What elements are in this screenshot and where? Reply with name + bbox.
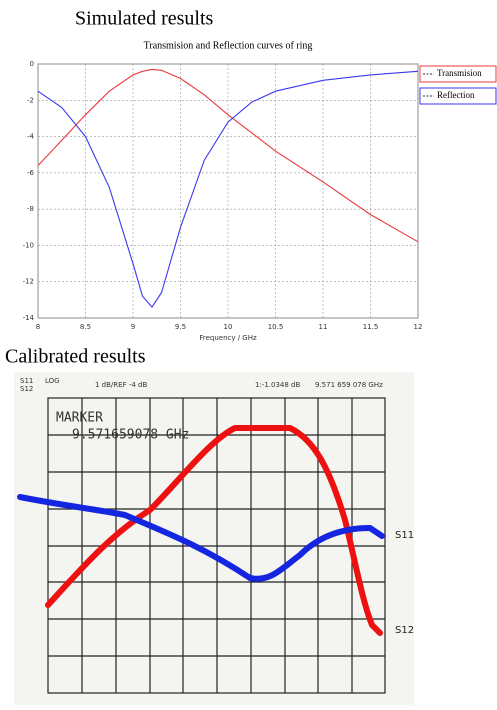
chart-title: Transmision and Reflection curves of rin… xyxy=(144,40,313,51)
x-tick-label: 11 xyxy=(319,323,328,331)
y-tick-label: -12 xyxy=(23,278,34,286)
marker-frequency: 9.571659078 GHz xyxy=(72,428,189,443)
y-tick-label: -2 xyxy=(27,96,34,104)
plot-frame xyxy=(38,64,418,318)
y-tick-label: -4 xyxy=(27,133,35,141)
curve-label: S11 xyxy=(395,530,414,541)
y-tick-label: -8 xyxy=(27,205,34,213)
curve-label: S12 xyxy=(395,625,414,636)
x-tick-label: 12 xyxy=(414,323,423,331)
header-text: S11 xyxy=(20,377,33,385)
figure: Simulated results Transmision and Reflec… xyxy=(0,0,497,705)
header-text: 1:-1.0348 dB xyxy=(255,381,300,389)
x-tick-label: 10 xyxy=(224,323,233,331)
header-text: 1 dB/REF -4 dB xyxy=(95,381,147,389)
legend-label: Reflection xyxy=(437,90,475,100)
x-tick-label: 8.5 xyxy=(80,323,91,331)
section-heading: Calibrated results xyxy=(5,346,146,368)
y-tick-label: -6 xyxy=(27,169,35,177)
x-tick-label: 8 xyxy=(36,323,40,331)
plot-area: 0 -2 -4 -6 -8 -10 -12 -148 8.5 9 9.5 10 10.5 11 11.5 12… xyxy=(23,60,496,331)
y-tick-label: 0 xyxy=(30,60,34,68)
analyzer-photo: S11 S12 LOG 1 dB/REF -4 dB 1:-1.0348 dB … xyxy=(14,372,414,705)
legend-label: Transmision xyxy=(437,68,482,78)
x-tick-label: 10.5 xyxy=(268,323,284,331)
header-text: 9.571 659 078 GHz xyxy=(315,381,383,389)
y-tick-label: -14 xyxy=(23,314,35,322)
x-tick-label: 11.5 xyxy=(363,323,379,331)
x-tick-label: 9.5 xyxy=(175,323,186,331)
header-text: LOG xyxy=(45,377,60,385)
x-axis-label: Frequency / GHz xyxy=(199,334,257,342)
y-tick-label: -10 xyxy=(23,241,34,249)
section-heading: Simulated results xyxy=(75,8,214,30)
header-text: S12 xyxy=(20,385,33,393)
marker-label: MARKER xyxy=(56,411,103,426)
x-tick-label: 9 xyxy=(131,323,135,331)
